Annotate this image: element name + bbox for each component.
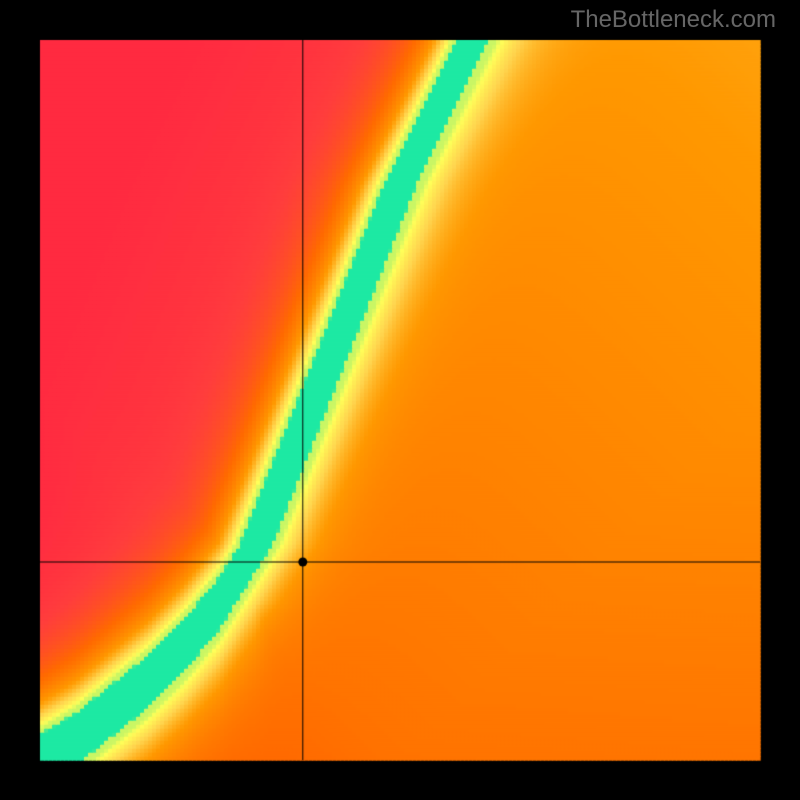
watermark-text: TheBottleneck.com	[571, 6, 776, 34]
heatmap-canvas	[0, 0, 800, 800]
chart-container: TheBottleneck.com	[0, 0, 800, 800]
